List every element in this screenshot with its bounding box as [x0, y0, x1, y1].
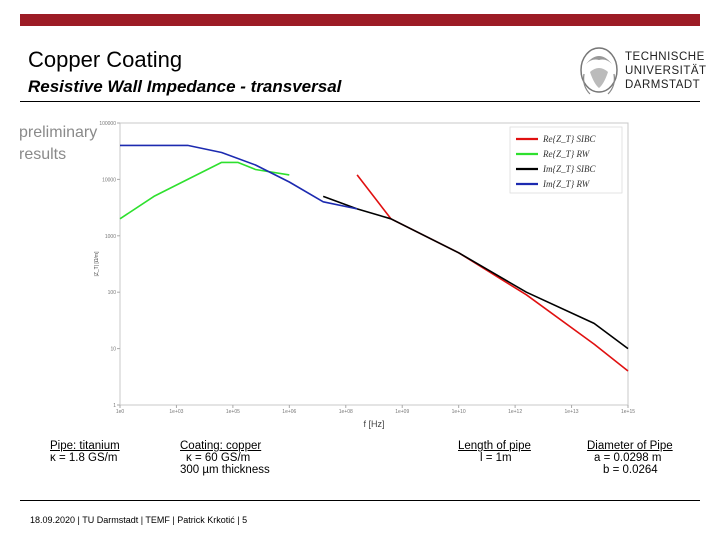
logo-line: TECHNISCHE — [625, 51, 705, 63]
y-tick-label: 10 — [110, 347, 116, 353]
coating-thickness: 300 µm thickness — [180, 464, 270, 476]
pipe-heading: Pipe: titanium — [50, 440, 120, 452]
x-axis-label: f [Hz] — [363, 419, 384, 429]
x-tick-label: 1e+08 — [339, 409, 353, 415]
y-tick-label: 1000 — [105, 234, 116, 240]
coating-heading: Coating: copper — [180, 440, 262, 452]
pipe-conductivity: κ = 1.8 GS/m — [50, 452, 118, 464]
x-tick-label: 1e0 — [116, 409, 125, 415]
diameter-heading: Diameter of Pipe — [587, 440, 673, 452]
coating-info: Coating: copper κ = 60 GS/m 300 µm thick… — [180, 440, 270, 476]
logo-line: DARMSTADT — [625, 79, 701, 91]
series-line — [322, 195, 629, 350]
y-tick-label: 100000 — [99, 121, 116, 127]
y-axis-label: |Z_T| [Ω/m] — [94, 251, 100, 277]
header-divider — [20, 101, 700, 102]
x-tick-label: 1e+09 — [395, 409, 409, 415]
university-logo-text: TECHNISCHE UNIVERSITÄT DARMSTADT — [625, 50, 707, 92]
diameter-info: Diameter of Pipe a = 0.0298 m b = 0.0264 — [587, 440, 673, 476]
legend-entry: Re{Z_T} SIBC — [542, 134, 596, 144]
x-tick-label: 1e+05 — [226, 409, 240, 415]
series-line — [120, 144, 358, 210]
diameter-b: b = 0.0264 — [603, 464, 658, 476]
pipe-info: Pipe: titanium κ = 1.8 GS/m — [50, 440, 120, 464]
slide-title: Copper Coating — [28, 47, 183, 72]
series-line — [356, 174, 629, 372]
diameter-a: a = 0.0298 m — [594, 452, 662, 464]
logo-line: UNIVERSITÄT — [625, 65, 707, 77]
note-line: preliminary — [19, 124, 98, 141]
footer-text: 18.09.2020 | TU Darmstadt | TEMF | Patri… — [30, 515, 248, 525]
series-line — [119, 161, 290, 220]
note-line: results — [19, 146, 67, 163]
slide-subtitle: Resistive Wall Impedance - transversal — [28, 77, 342, 96]
length-heading: Length of pipe — [458, 440, 531, 452]
x-tick-label: 1e+06 — [282, 409, 296, 415]
x-tick-label: 1e+10 — [452, 409, 466, 415]
x-tick-label: 1e+15 — [621, 409, 635, 415]
legend-entry: Re{Z_T} RW — [542, 149, 591, 159]
length-info: Length of pipe l = 1m — [458, 440, 531, 464]
x-tick-label: 1e+12 — [508, 409, 522, 415]
x-tick-label: 1e+03 — [169, 409, 183, 415]
y-tick-label: 1 — [113, 403, 116, 409]
y-tick-label: 10000 — [102, 177, 116, 183]
y-tick-label: 100 — [108, 290, 117, 296]
coating-conductivity: κ = 60 GS/m — [186, 452, 251, 464]
preliminary-note: preliminary results — [19, 122, 119, 166]
length-value: l = 1m — [480, 452, 512, 464]
plot-frame — [119, 122, 629, 406]
impedance-chart: 1 10 100 1000 10000 100000 1e0 1e+03 1e+05 1e+06 1… — [94, 121, 635, 429]
footer-divider — [20, 500, 700, 501]
legend-entry: Im{Z_T} RW — [542, 179, 591, 189]
x-tick-label: 1e+13 — [565, 409, 579, 415]
top-accent-bar — [20, 14, 700, 26]
legend-entry: Im{Z_T} SIBC — [542, 164, 596, 174]
university-seal-icon — [580, 47, 618, 95]
